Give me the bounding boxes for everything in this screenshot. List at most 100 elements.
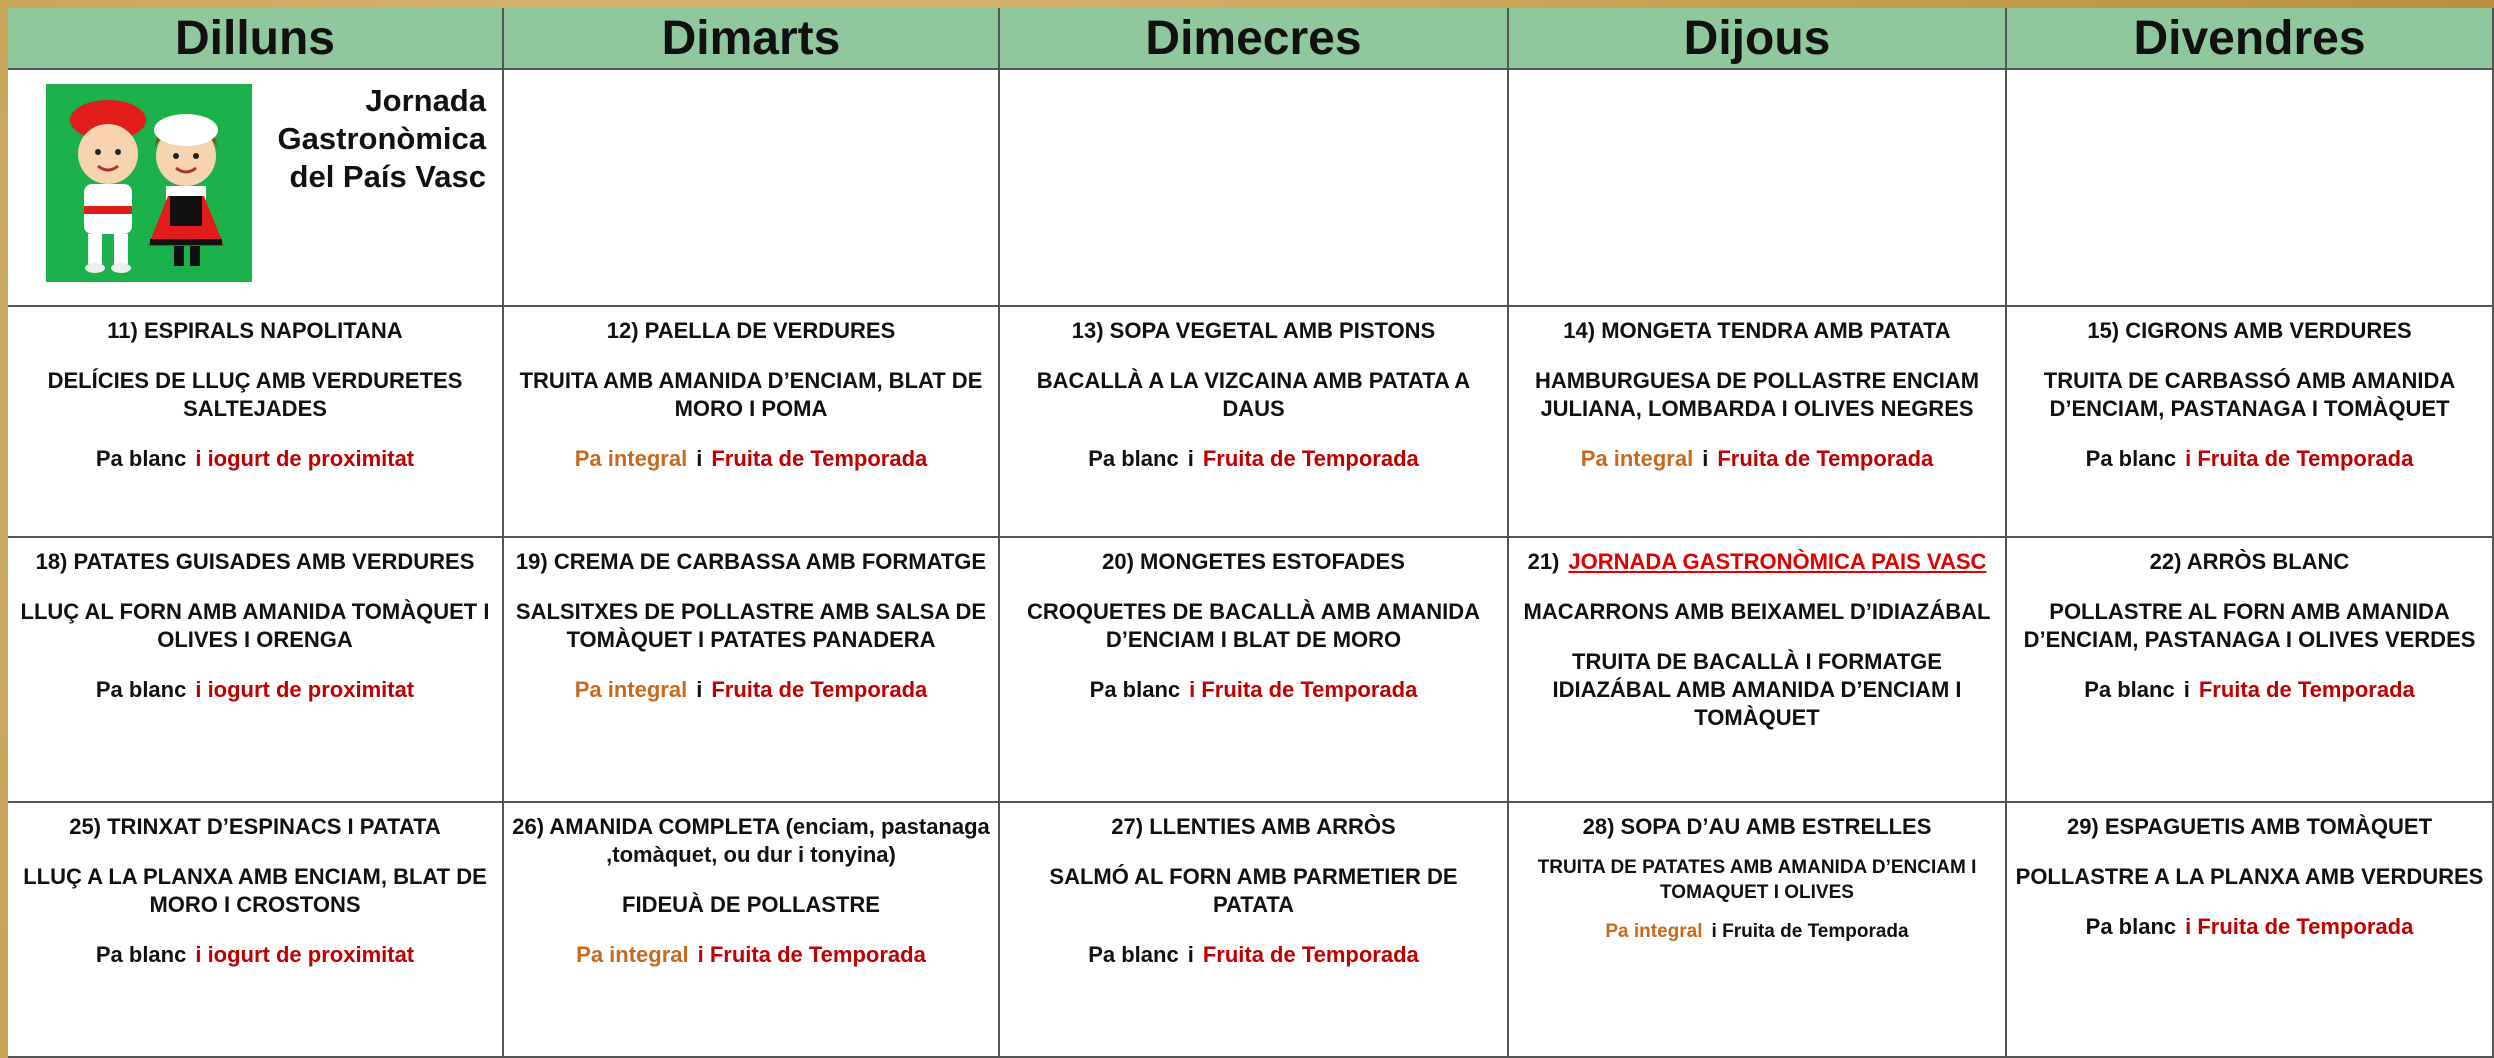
menu-text: i <box>696 677 703 702</box>
menu-text: Pa blanc <box>2085 446 2177 471</box>
menu-text: 22) ARRÒS BLANC <box>2149 549 2350 574</box>
day-header: Dimecres <box>1000 8 1509 70</box>
menu-line: TRUITA DE CARBASSÓ AMB AMANIDA D’ENCIAM,… <box>2015 367 2484 423</box>
menu-line: 15) CIGRONS AMB VERDURES <box>2087 317 2411 345</box>
intro-title-line: del País Vasc <box>289 159 486 194</box>
menu-cell: 15) CIGRONS AMB VERDURES TRUITA DE CARBAS… <box>2007 307 2494 538</box>
empty-cell <box>2007 70 2494 307</box>
menu-cell: 19) CREMA DE CARBASSA AMB FORMATGE SALSIT… <box>504 538 1000 803</box>
menu-line: Pa blanc i Fruita de Temporada <box>1088 445 1419 473</box>
menu-text: Pa blanc <box>95 677 187 702</box>
menu-text: TRUITA DE PATATES AMB AMANIDA D’ENCIAM I… <box>1537 857 1977 903</box>
day-header: Dijous <box>1509 8 2007 70</box>
menu-cell: 21) JORNADA GASTRONÒMICA PAIS VASC MACARRO… <box>1509 538 2007 803</box>
menu-text: Pa blanc <box>1088 446 1179 471</box>
menu-line: HAMBURGUESA DE POLLASTRE ENCIAM JULIANA,… <box>1517 367 1997 423</box>
menu-text: i Fruita de Temporada <box>2185 446 2414 471</box>
menu-text: i <box>1702 446 1709 471</box>
menu-text: i Fruita de Temporada <box>1189 677 1418 702</box>
menu-line: 18) PATATES GUISADES AMB VERDURES <box>36 548 475 576</box>
menu-text: 25) TRINXAT D’ESPINACS I PATATA <box>69 814 441 839</box>
menu-text: Fruita de Temporada <box>1202 446 1419 471</box>
menu-line: 21) JORNADA GASTRONÒMICA PAIS VASC <box>1528 548 1987 576</box>
menu-line: TRUITA AMB AMANIDA D’ENCIAM, BLAT DE MOR… <box>512 367 990 423</box>
menu-line: 27) LLENTIES AMB ARRÒS <box>1111 813 1395 841</box>
menu-line: Pa integral i Fruita de Temporada <box>575 445 928 473</box>
intro-title-line: Jornada <box>365 83 486 118</box>
menu-line: Pa blanc i Fruita de Temporada <box>2086 913 2414 941</box>
menu-line: 20) MONGETES ESTOFADES <box>1102 548 1405 576</box>
menu-text: 27) LLENTIES AMB ARRÒS <box>1111 814 1396 839</box>
menu-text: i Fruita de Temporada <box>697 942 926 967</box>
menu-text: Fruita de Temporada <box>711 677 928 702</box>
menu-text: 18) PATATES GUISADES AMB VERDURES <box>35 549 475 574</box>
menu-text: Fruita de Temporada <box>711 446 928 471</box>
intro-cell: Jornada Gastronòmica del País Vasc <box>8 70 504 307</box>
day-header: Dilluns <box>8 8 504 70</box>
menu-text: SALSITXES DE POLLASTRE AMB SALSA DE TOMÀ… <box>515 599 987 652</box>
menu-text: i <box>696 446 703 471</box>
menu-text: 13) SOPA VEGETAL AMB PISTONS <box>1071 318 1436 343</box>
empty-cell <box>1000 70 1509 307</box>
menu-text: Fruita de Temporada <box>1202 942 1419 967</box>
menu-line: LLUÇ A LA PLANXA AMB ENCIAM, BLAT DE MOR… <box>16 863 494 919</box>
basque-kids-illustration <box>46 84 252 282</box>
menu-line: Pa blanc i Fruita de Temporada <box>1090 676 1418 704</box>
menu-line: Pa blanc i Fruita de Temporada <box>2084 676 2415 704</box>
menu-cell: 25) TRINXAT D’ESPINACS I PATATA LLUÇ A LA… <box>8 803 504 1058</box>
menu-table: Dilluns Dimarts Dimecres Dijous Divendre… <box>8 8 2494 1058</box>
menu-text: POLLASTRE A LA PLANXA AMB VERDURES <box>2015 864 2484 889</box>
menu-text: i Fruita de Temporada <box>1711 921 1909 942</box>
menu-text: Pa integral <box>574 446 688 471</box>
menu-line: 26) AMANIDA COMPLETA (enciam, pastanaga … <box>512 813 990 869</box>
menu-line: Pa blanc i Fruita de Temporada <box>2086 445 2414 473</box>
menu-line: 11) ESPIRALS NAPOLITANA <box>107 317 402 345</box>
menu-cell: 11) ESPIRALS NAPOLITANA DELÍCIES DE LLUÇ … <box>8 307 504 538</box>
menu-text: 11) ESPIRALS NAPOLITANA <box>107 318 403 343</box>
menu-text: Pa blanc <box>2084 677 2175 702</box>
menu-text: Fruita de Temporada <box>2198 677 2415 702</box>
menu-line: POLLASTRE A LA PLANXA AMB VERDURES <box>2016 863 2484 891</box>
menu-text: 29) ESPAGUETIS AMB TOMÀQUET <box>2066 814 2433 839</box>
menu-text: CROQUETES DE BACALLÀ AMB AMANIDA D’ENCIA… <box>1026 599 1481 652</box>
menu-text: i <box>1187 942 1194 967</box>
menu-text: i <box>1187 446 1194 471</box>
menu-text: Pa integral <box>576 942 689 967</box>
menu-text: 19) CREMA DE CARBASSA AMB FORMATGE <box>515 549 987 574</box>
menu-text: i Fruita de Temporada <box>2185 914 2414 939</box>
menu-text: Pa blanc <box>95 446 187 471</box>
menu-text: FIDEUÀ DE POLLASTRE <box>622 892 880 917</box>
menu-cell: 12) PAELLA DE VERDURES TRUITA AMB AMANIDA… <box>504 307 1000 538</box>
menu-line: SALSITXES DE POLLASTRE AMB SALSA DE TOMÀ… <box>512 598 990 654</box>
intro-title: Jornada Gastronòmica del País Vasc <box>278 82 486 196</box>
menu-line: SALMÓ AL FORN AMB PARMETIER DE PATATA <box>1008 863 1499 919</box>
day-header: Dimarts <box>504 8 1000 70</box>
menu-text: 15) CIGRONS AMB VERDURES <box>2087 318 2412 343</box>
menu-cell: 20) MONGETES ESTOFADES CROQUETES DE BACAL… <box>1000 538 1509 803</box>
menu-text: DELÍCIES DE LLUÇ AMB VERDURETES SALTEJAD… <box>47 368 463 421</box>
menu-line: FIDEUÀ DE POLLASTRE <box>622 891 880 919</box>
menu-text: 12) PAELLA DE VERDURES <box>606 318 896 343</box>
menu-line: Pa blanc i iogurt de proximitat <box>96 941 414 969</box>
menu-text: 20) MONGETES ESTOFADES <box>1102 549 1405 574</box>
menu-cell: 26) AMANIDA COMPLETA (enciam, pastanaga … <box>504 803 1000 1058</box>
menu-text: i iogurt de proximitat <box>195 677 415 702</box>
menu-line: LLUÇ AL FORN AMB AMANIDA TOMÀQUET I OLIV… <box>16 598 494 654</box>
menu-cell: 13) SOPA VEGETAL AMB PISTONS BACALLÀ A LA… <box>1000 307 1509 538</box>
menu-text: MACARRONS AMB BEIXAMEL D’IDIAZÁBAL <box>1523 599 1991 624</box>
intro-title-line: Gastronòmica <box>277 121 486 156</box>
menu-text: 28) SOPA D’AU AMB ESTRELLES <box>1582 814 1932 839</box>
menu-line: TRUITA DE PATATES AMB AMANIDA D’ENCIAM I… <box>1517 855 1997 905</box>
menu-text: i iogurt de proximitat <box>195 942 415 967</box>
menu-text: i iogurt de proximitat <box>195 446 415 471</box>
menu-text: 21) <box>1527 549 1560 574</box>
menu-line: 22) ARRÒS BLANC <box>2150 548 2350 576</box>
menu-text: TRUITA DE CARBASSÓ AMB AMANIDA D’ENCIAM,… <box>2043 368 2456 421</box>
menu-text: TRUITA DE BACALLÀ I FORMATGE IDIAZÁBAL A… <box>1552 649 1962 730</box>
menu-line: DELÍCIES DE LLUÇ AMB VERDURETES SALTEJAD… <box>16 367 494 423</box>
menu-cell: 22) ARRÒS BLANC POLLASTRE AL FORN AMB AMA… <box>2007 538 2494 803</box>
day-header: Divendres <box>2007 8 2494 70</box>
menu-line: MACARRONS AMB BEIXAMEL D’IDIAZÁBAL <box>1524 598 1991 626</box>
